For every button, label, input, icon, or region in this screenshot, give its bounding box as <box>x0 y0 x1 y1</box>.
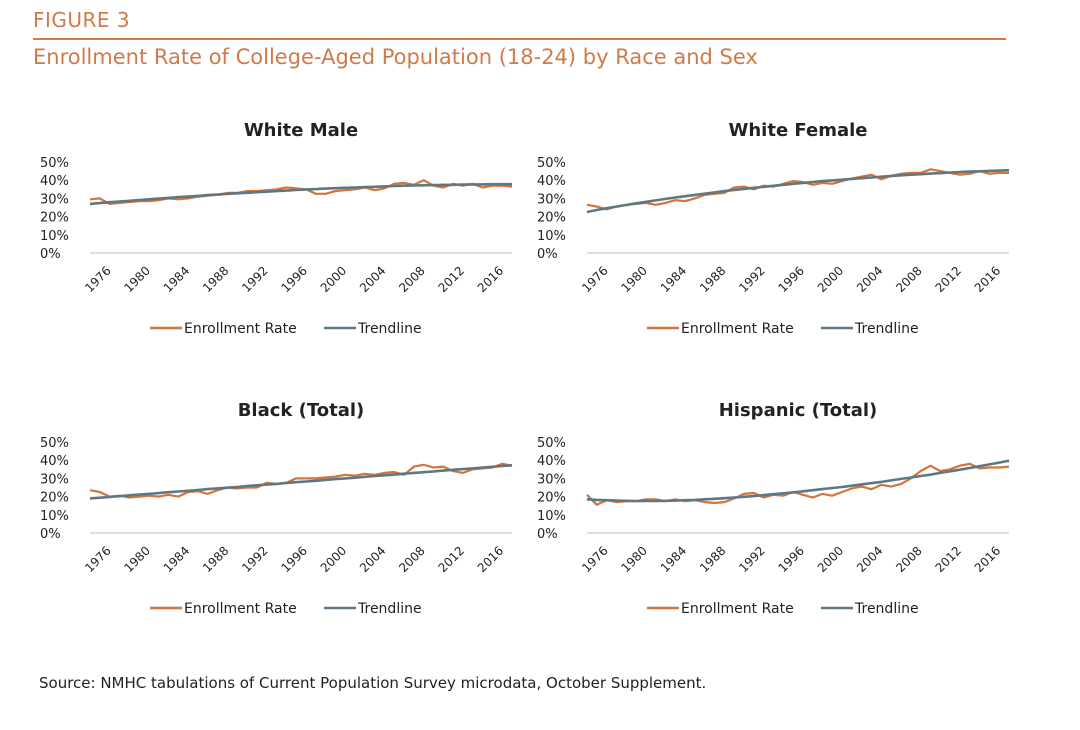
legend-label: Trendline <box>357 601 422 617</box>
y-tick-label: 0% <box>40 527 61 542</box>
x-tick-label: 1992 <box>736 544 767 575</box>
x-tick-label: 2008 <box>893 544 924 575</box>
legend-label: Trendline <box>854 321 919 337</box>
x-tick-label: 1996 <box>279 264 310 295</box>
x-tick-label: 2012 <box>933 544 964 575</box>
chart-hispanic-total: Hispanic (Total) 0% 10% 20% 30% 40% 50% 1976 198… <box>537 400 1010 617</box>
chart-title: Black (Total) <box>238 400 365 421</box>
series-line-trendline <box>89 464 513 500</box>
x-tick-label: 2000 <box>318 544 349 575</box>
y-tick-label: 30% <box>40 472 69 487</box>
x-tick-label: 1996 <box>279 544 310 575</box>
x-tick-label: 1976 <box>579 544 610 575</box>
x-tick-label: 1984 <box>658 264 689 295</box>
source-note: Source: NMHC tabulations of Current Popu… <box>39 674 707 692</box>
x-tick-label: 2008 <box>396 264 427 295</box>
y-tick-label: 50% <box>40 156 69 171</box>
legend-label: Enrollment Rate <box>184 321 297 337</box>
x-tick-label: 1976 <box>579 264 610 295</box>
series-line-enrollment-rate <box>586 168 1009 211</box>
x-tick-label: 2000 <box>815 264 846 295</box>
x-tick-label: 1984 <box>658 544 689 575</box>
y-tick-label: 0% <box>40 247 61 262</box>
y-tick-label: 30% <box>537 192 566 207</box>
y-tick-label: 40% <box>40 454 69 469</box>
x-tick-label: 1988 <box>200 264 231 295</box>
x-tick-label: 2016 <box>475 264 506 295</box>
y-tick-label: 40% <box>537 174 566 189</box>
x-tick-label: 1984 <box>161 264 192 295</box>
chart-white-male: White Male 0% 10% 20% 30% 40% 50% 1976 1980 1984 1… <box>40 120 513 337</box>
x-tick-label: 1980 <box>121 264 152 295</box>
series-line-trendline <box>89 182 512 206</box>
y-tick-label: 20% <box>40 211 69 226</box>
legend-label: Enrollment Rate <box>681 321 794 337</box>
y-tick-label: 50% <box>537 436 566 451</box>
title-rule <box>33 38 1006 40</box>
y-tick-label: 50% <box>537 156 566 171</box>
figure-label: FIGURE 3 <box>33 8 131 32</box>
legend-label: Enrollment Rate <box>184 601 297 617</box>
x-tick-label: 2008 <box>396 544 427 575</box>
chart-white-female: White Female 0% 10% 20% 30% 40% 50% 1976 1980 198… <box>537 120 1010 337</box>
series-line-enrollment-rate <box>89 462 513 499</box>
legend-label: Enrollment Rate <box>681 601 794 617</box>
chart-panel-black-total: Black (Total) 0% 10% 20% 30% 40% 50% 1976 1980 19… <box>30 392 520 632</box>
x-tick-label: 1976 <box>82 544 113 575</box>
chart-black-total: Black (Total) 0% 10% 20% 30% 40% 50% 1976 1980 19… <box>40 400 513 617</box>
chart-title: Hispanic (Total) <box>719 400 878 421</box>
y-tick-label: 10% <box>537 229 566 244</box>
chart-panel-hispanic-total: Hispanic (Total) 0% 10% 20% 30% 40% 50% 1976 198… <box>527 392 1017 632</box>
x-tick-label: 2008 <box>893 264 924 295</box>
x-tick-label: 1988 <box>200 544 231 575</box>
x-tick-label: 2000 <box>815 544 846 575</box>
y-tick-label: 10% <box>537 509 566 524</box>
legend-label: Trendline <box>357 321 422 337</box>
x-tick-label: 2004 <box>854 264 885 295</box>
legend-label: Trendline <box>854 601 919 617</box>
y-tick-label: 40% <box>537 454 566 469</box>
y-tick-label: 50% <box>40 436 69 451</box>
x-tick-label: 1996 <box>776 544 807 575</box>
series-line-enrollment-rate <box>586 462 1010 506</box>
chart-panel-white-female: White Female 0% 10% 20% 30% 40% 50% 1976 1980 198… <box>527 112 1017 352</box>
chart-title: White Male <box>244 120 358 141</box>
x-tick-label: 2012 <box>933 264 964 295</box>
y-tick-label: 40% <box>40 174 69 189</box>
series-line-trendline <box>586 168 1010 214</box>
x-tick-label: 1996 <box>776 264 807 295</box>
y-tick-label: 10% <box>40 229 69 244</box>
y-tick-label: 0% <box>537 247 558 262</box>
chart-title: White Female <box>729 120 868 141</box>
series-line-trendline <box>586 459 1010 503</box>
x-tick-label: 1976 <box>82 264 113 295</box>
x-tick-label: 1992 <box>239 264 270 295</box>
x-tick-label: 1992 <box>239 544 270 575</box>
chart-panel-white-male: White Male 0% 10% 20% 30% 40% 50% 1976 1980 1984 1… <box>30 112 520 352</box>
x-tick-label: 2012 <box>436 264 467 295</box>
y-tick-label: 20% <box>40 491 69 506</box>
x-tick-label: 1988 <box>697 264 728 295</box>
x-tick-label: 2000 <box>318 264 349 295</box>
x-tick-label: 2016 <box>972 264 1003 295</box>
y-tick-label: 30% <box>40 192 69 207</box>
x-tick-label: 2016 <box>972 544 1003 575</box>
figure-title: Enrollment Rate of College-Aged Populati… <box>33 45 758 69</box>
y-tick-label: 10% <box>40 509 69 524</box>
x-tick-label: 1988 <box>697 544 728 575</box>
y-tick-label: 0% <box>537 527 558 542</box>
x-tick-label: 2012 <box>436 544 467 575</box>
y-tick-label: 30% <box>537 472 566 487</box>
x-tick-label: 1992 <box>736 264 767 295</box>
y-tick-label: 20% <box>537 211 566 226</box>
x-tick-label: 2004 <box>357 264 388 295</box>
x-tick-label: 1980 <box>618 544 649 575</box>
x-tick-label: 1980 <box>618 264 649 295</box>
x-tick-label: 2016 <box>475 544 506 575</box>
y-tick-label: 20% <box>537 491 566 506</box>
x-tick-label: 2004 <box>357 544 388 575</box>
x-tick-label: 1980 <box>121 544 152 575</box>
x-tick-label: 1984 <box>161 544 192 575</box>
x-tick-label: 2004 <box>854 544 885 575</box>
